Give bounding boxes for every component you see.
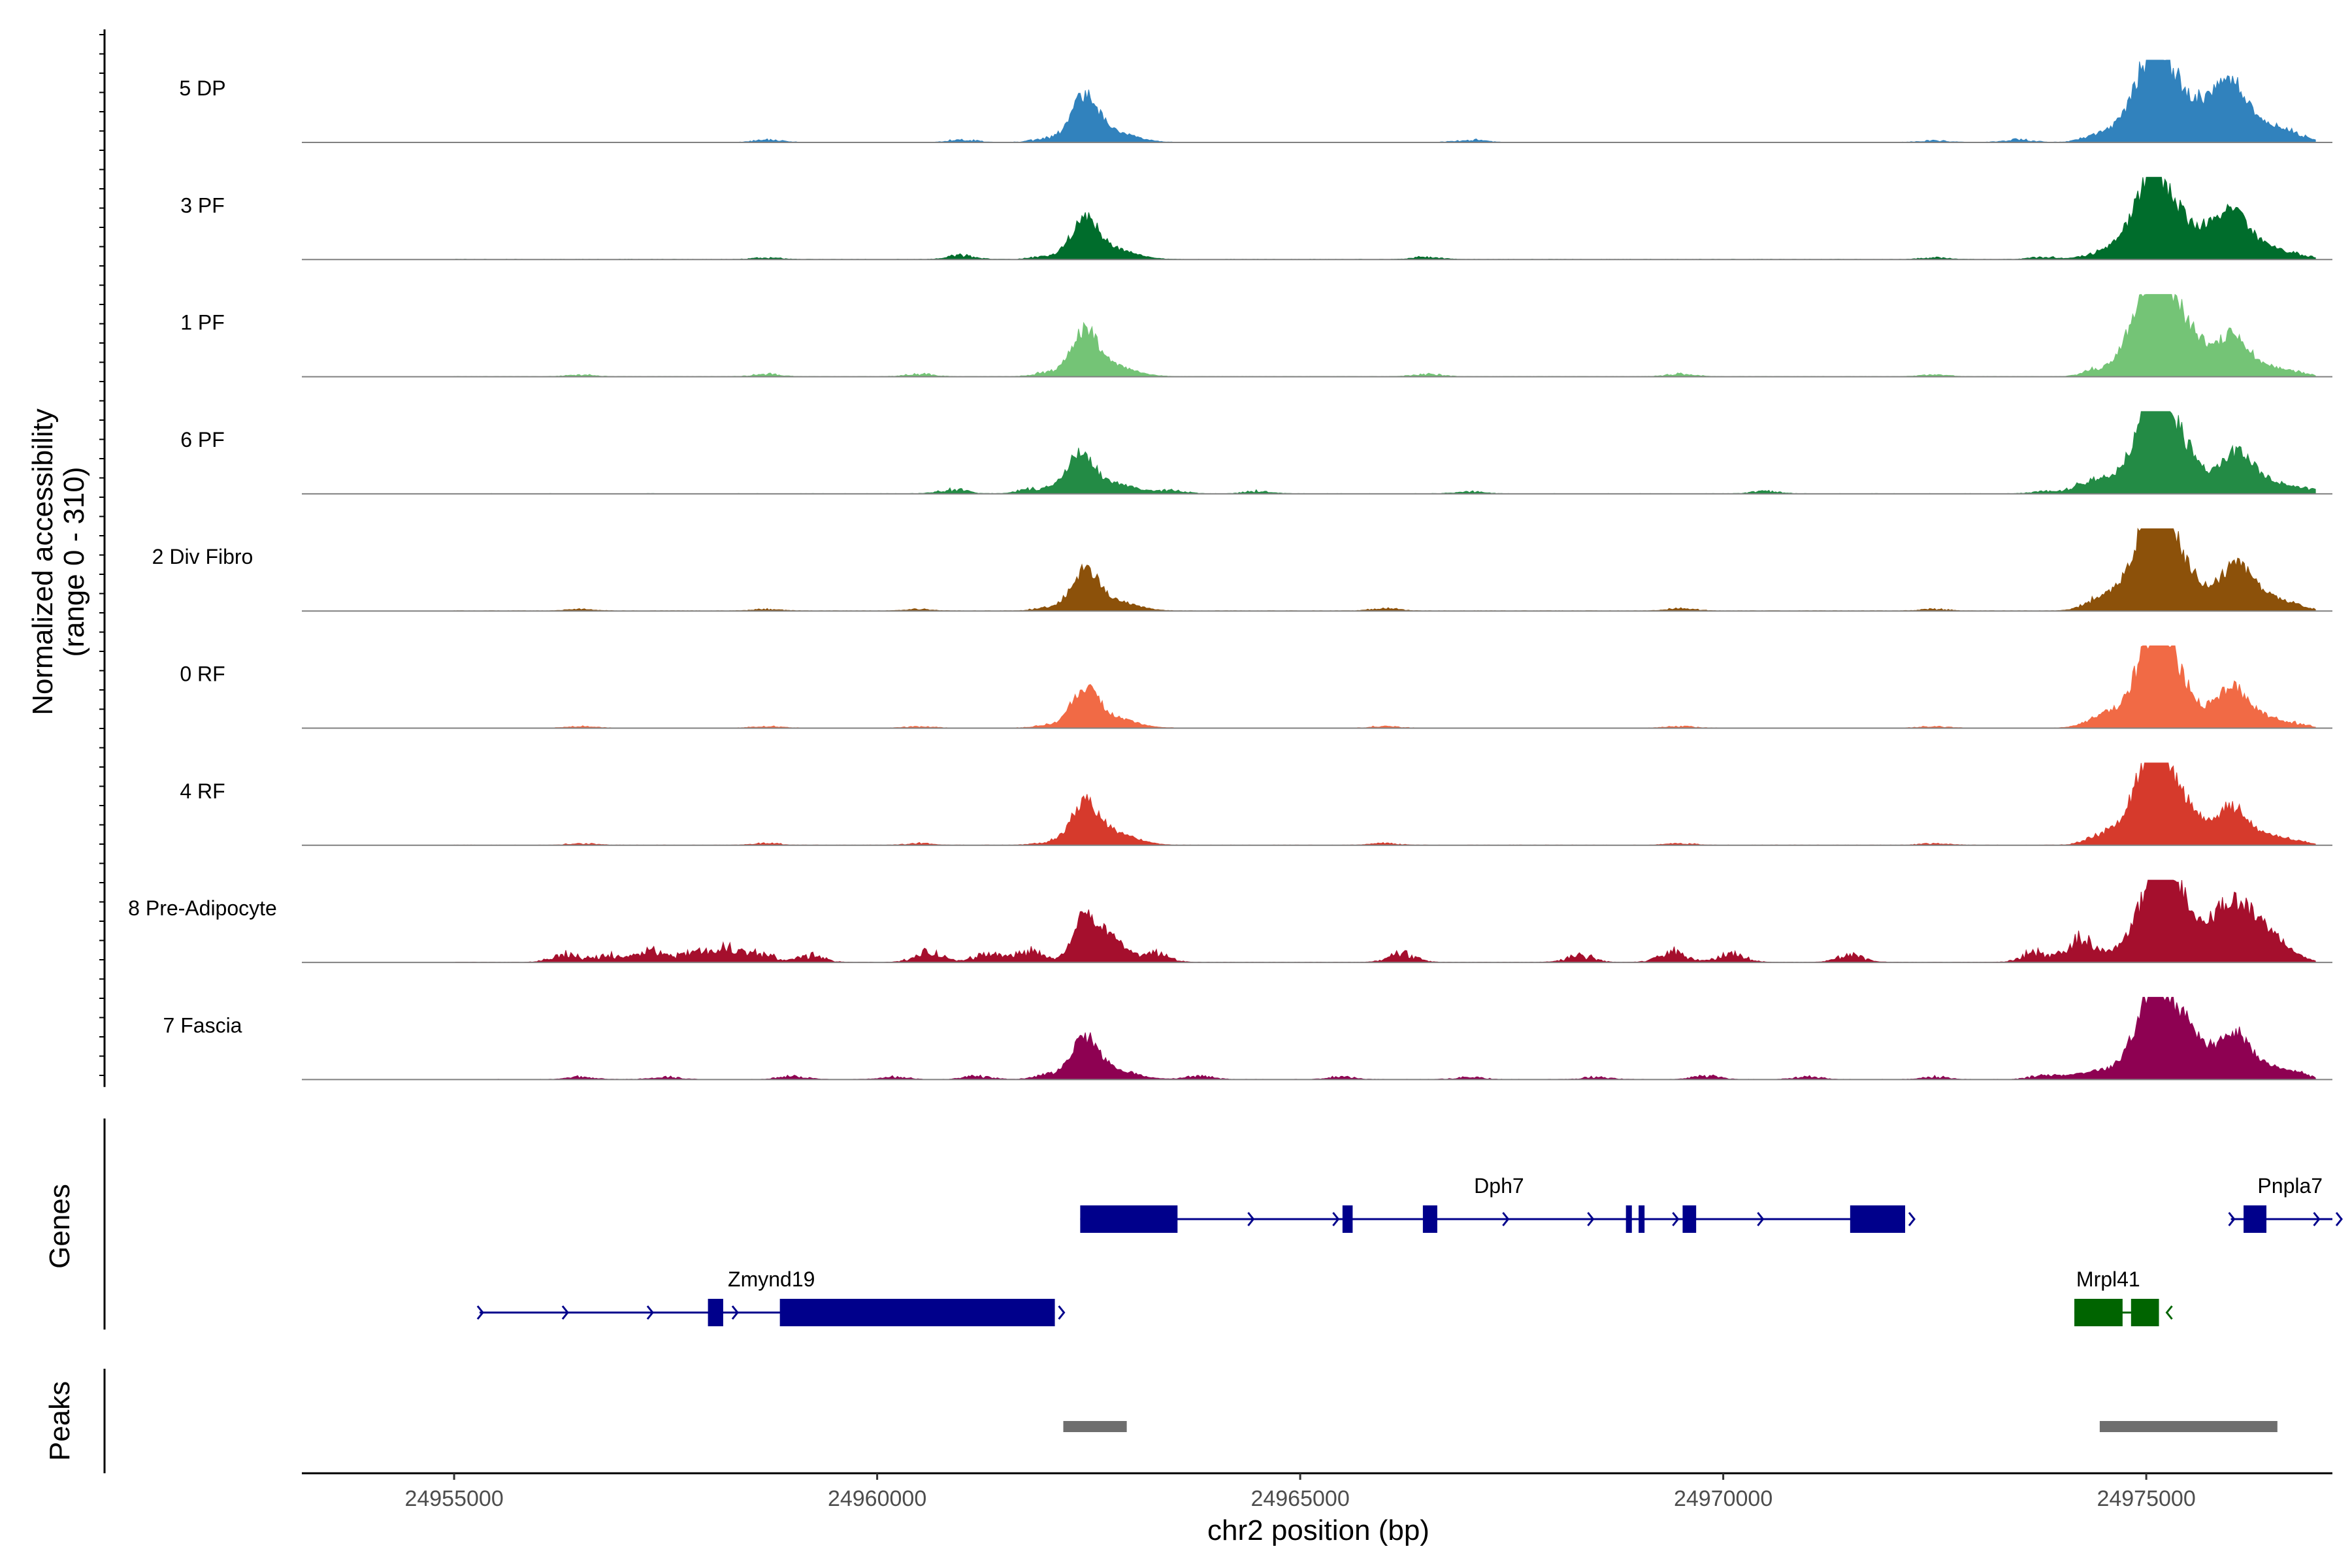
track-7-fascia: 7 Fascia — [163, 996, 2332, 1081]
gene-exon — [1080, 1205, 1178, 1233]
track-0-rf: 0 RF — [180, 645, 2332, 729]
coverage-tracks: 5 DP 3 PF 1 PF 6 PF 2 Div Fibro 0 RF 4 RF 8 Pre… — [128, 59, 2332, 1081]
gene-mrpl41: Mrpl41 — [2074, 1267, 2173, 1326]
strand-arrow — [2335, 1212, 2343, 1226]
strand-arrow — [1757, 1212, 1765, 1226]
track-area — [453, 293, 2316, 378]
y-axis — [99, 29, 106, 1087]
track-area — [453, 762, 2316, 846]
track-area — [454, 176, 2316, 260]
peaks-panel — [103, 1369, 2278, 1473]
x-axis-tick-label: 24970000 — [1674, 1486, 1772, 1511]
track-6-pf: 6 PF — [180, 411, 2332, 495]
gene-exon — [1625, 1205, 1632, 1233]
peak-region-bar — [2099, 1421, 2278, 1432]
gene-exon — [1422, 1205, 1437, 1233]
y-axis-title-line2: (range 0 - 310) — [58, 466, 90, 657]
x-axis-tick-label: 24975000 — [2097, 1486, 2195, 1511]
track-area — [453, 527, 2316, 612]
genes-panel: Dph7 Pnpla7 Zmynd19 Mrpl41 — [103, 1119, 2343, 1330]
peaks-panel-title: Peaks — [44, 1381, 76, 1461]
gene-label: Mrpl41 — [2076, 1267, 2140, 1291]
gene-dph7: Dph7 — [1080, 1174, 1916, 1233]
strand-arrow — [1672, 1212, 1680, 1226]
strand-arrow — [1247, 1212, 1255, 1226]
track-area — [453, 645, 2316, 729]
track-5-dp: 5 DP — [179, 59, 2332, 143]
track-1-pf: 1 PF — [180, 293, 2332, 378]
genes-panel-title: Genes — [44, 1184, 76, 1269]
track-label: 2 Div Fibro — [152, 545, 253, 568]
gene-zmynd19: Zmynd19 — [476, 1267, 1066, 1326]
strand-arrow — [1058, 1305, 1066, 1320]
track-area — [453, 996, 2316, 1080]
track-4-rf: 4 RF — [180, 762, 2332, 846]
track-area — [454, 879, 2316, 963]
track-label: 0 RF — [180, 662, 225, 686]
gene-exon — [1342, 1205, 1353, 1233]
track-area — [454, 411, 2316, 495]
strand-arrow — [1502, 1212, 1510, 1226]
gene-exon — [2131, 1299, 2159, 1326]
track-8-pre-adipocyte: 8 Pre-Adipocyte — [128, 879, 2332, 964]
strand-arrow — [2165, 1305, 2173, 1320]
gene-exon — [2074, 1299, 2123, 1326]
gene-label: Dph7 — [1474, 1174, 1524, 1198]
track-label: 5 DP — [179, 76, 225, 100]
strand-arrow — [731, 1305, 739, 1320]
track-area — [453, 59, 2316, 143]
strand-arrow — [561, 1305, 569, 1320]
strand-arrow — [2313, 1212, 2321, 1226]
gene-exon — [2244, 1205, 2266, 1233]
track-label: 8 Pre-Adipocyte — [128, 896, 277, 920]
x-axis-tick-label: 24955000 — [404, 1486, 503, 1511]
strand-arrow — [1332, 1212, 1340, 1226]
track-label: 3 PF — [180, 193, 225, 217]
strand-arrow — [646, 1305, 654, 1320]
gene-exon — [1682, 1205, 1697, 1233]
track-label: 6 PF — [180, 428, 225, 451]
x-axis-title: chr2 position (bp) — [1207, 1514, 1429, 1546]
gene-label: Zmynd19 — [728, 1267, 815, 1291]
gene-label: Pnpla7 — [2257, 1174, 2323, 1198]
track-label: 4 RF — [180, 779, 225, 803]
track-2-div-fibro: 2 Div Fibro — [152, 527, 2332, 612]
y-axis-title-line1: Normalized accessibility — [27, 408, 59, 715]
x-axis-tick-label: 24965000 — [1250, 1486, 1349, 1511]
strand-arrow — [476, 1305, 484, 1320]
x-axis: 24955000 24960000 24965000 24970000 24975000 — [302, 1472, 2332, 1511]
gene-exon — [1850, 1205, 1906, 1233]
track-label: 1 PF — [180, 311, 225, 335]
strand-arrow — [1908, 1212, 1916, 1226]
gene-exon — [1639, 1205, 1645, 1233]
strand-arrow — [1587, 1212, 1595, 1226]
peak-region-bar — [1063, 1421, 1127, 1432]
strand-arrow — [2228, 1212, 2236, 1226]
gene-exon — [708, 1299, 723, 1326]
gene-pnpla7: Pnpla7 — [2228, 1174, 2343, 1233]
track-3-pf: 3 PF — [180, 176, 2332, 261]
x-axis-tick-label: 24960000 — [828, 1486, 926, 1511]
track-label: 7 Fascia — [163, 1013, 242, 1037]
gene-exon — [779, 1299, 1055, 1326]
